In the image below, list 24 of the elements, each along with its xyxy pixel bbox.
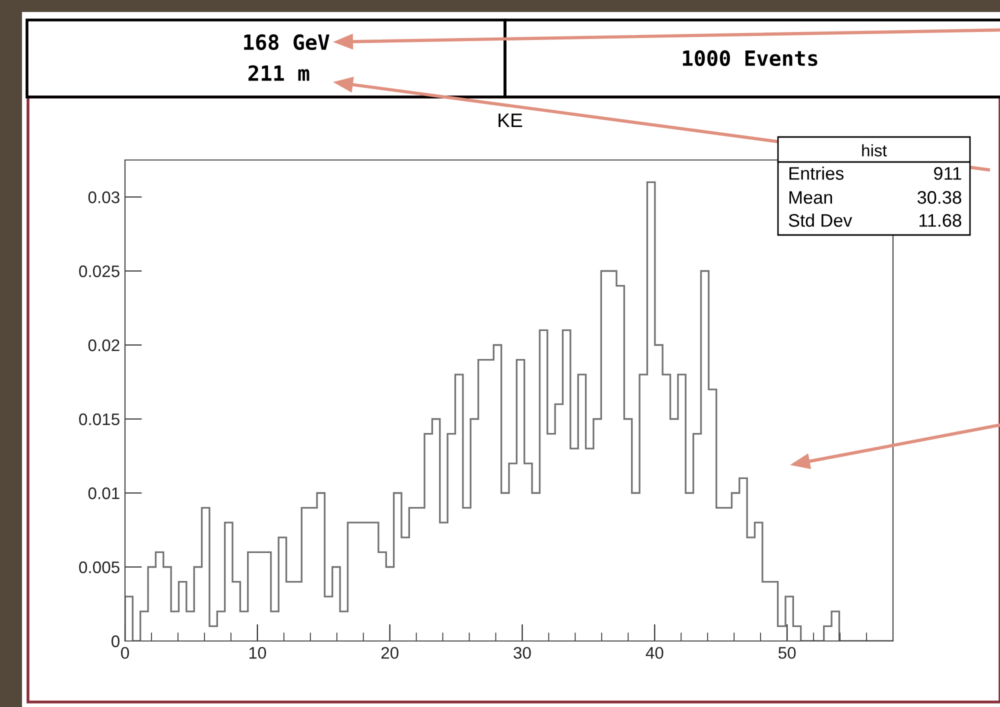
y-tick-label: 0.015 (79, 413, 120, 426)
y-tick-label: 0.03 (88, 191, 120, 204)
annotation: Std Dev (788, 214, 852, 227)
y-tick-label: 0.02 (88, 339, 120, 352)
text: hist (862, 144, 887, 156)
x-tick-label: 30 (514, 646, 531, 659)
text: 168 GeV (244, 34, 330, 50)
x-tick-label: 20 (381, 646, 398, 659)
text: 30.38 (918, 191, 962, 204)
y-tick-label: 0 (112, 635, 120, 648)
x-tick-label: 10 (249, 646, 266, 659)
x-tick-label: 0 (121, 646, 129, 659)
text: 911 (934, 167, 962, 180)
chart-title: KE (498, 114, 522, 128)
y-tick-label: 0.005 (79, 561, 120, 574)
y-tick-label: 0.025 (79, 265, 120, 278)
text: 1000 Events (682, 50, 818, 66)
x-tick-label: 40 (646, 646, 664, 659)
x-tick-label: 50 (778, 646, 796, 659)
annotation: Mean (789, 191, 832, 204)
annotation: Entries (789, 166, 844, 180)
y-tick-label: 0.01 (88, 487, 120, 500)
text: 11.68 (920, 214, 962, 227)
text: 211 m (248, 65, 310, 81)
